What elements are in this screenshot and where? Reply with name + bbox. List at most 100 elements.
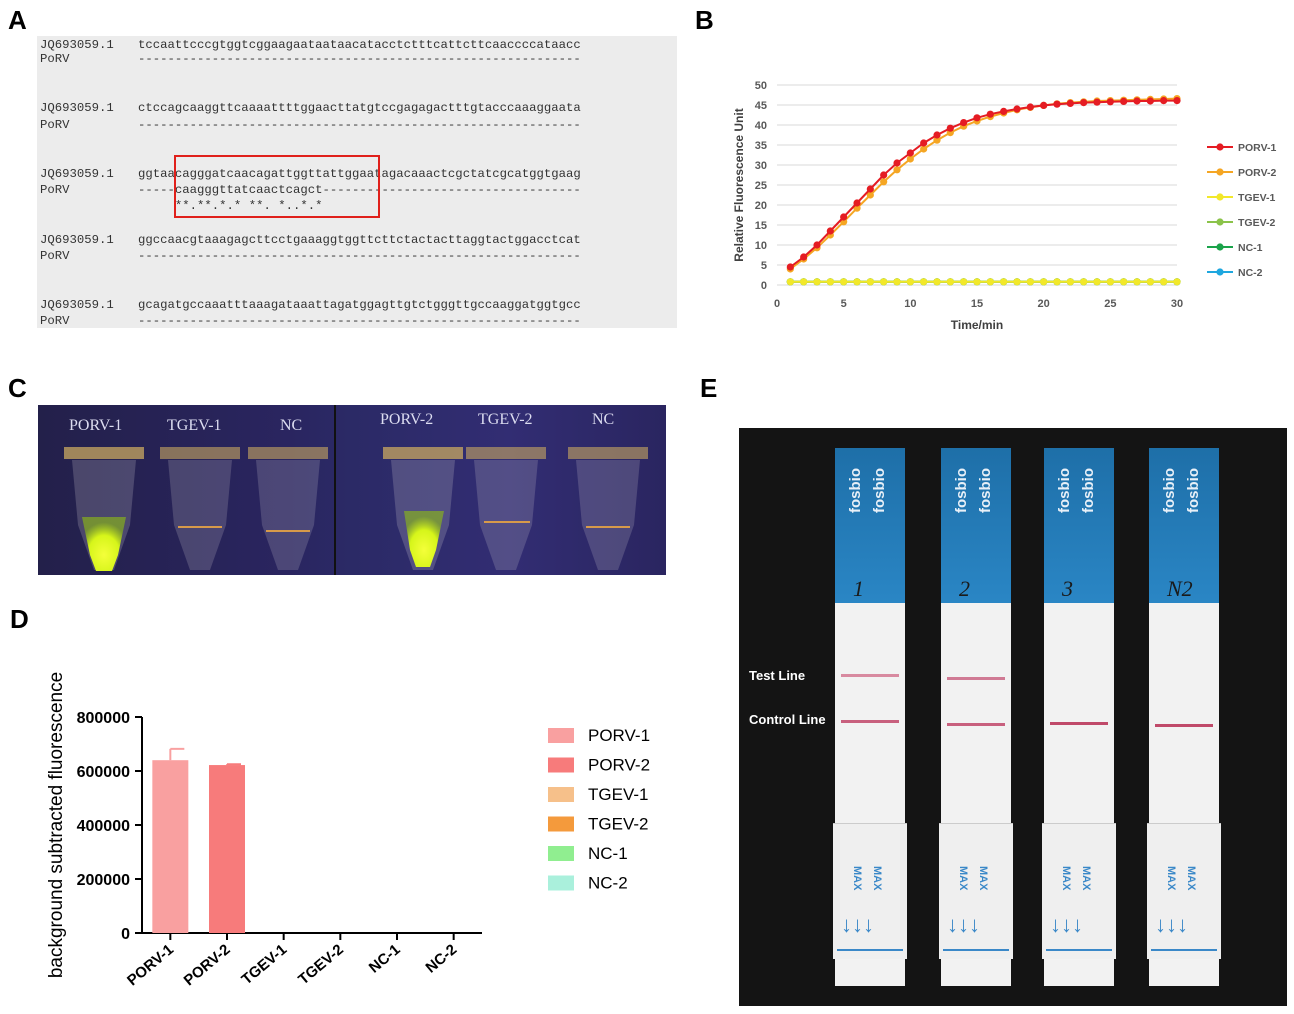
- legend-label: PORV-1: [588, 726, 650, 745]
- max-text: MAX: [1080, 866, 1092, 891]
- y-axis-label: background subtracted fluorescence: [46, 672, 67, 978]
- data-point: [1026, 103, 1034, 111]
- bar: [152, 760, 189, 933]
- data-point: [1173, 278, 1181, 286]
- max-line: [943, 949, 1009, 951]
- x-tick-label: 15: [971, 298, 983, 310]
- data-point: [800, 253, 808, 261]
- legend-marker: [1216, 268, 1224, 276]
- tube-nc-2: [568, 447, 648, 570]
- brand-text: fosbio: [871, 468, 888, 513]
- legend-swatch: [548, 787, 574, 802]
- data-point: [893, 166, 901, 174]
- legend-marker: [1216, 218, 1224, 226]
- data-point: [920, 278, 928, 286]
- data-point: [1040, 101, 1048, 109]
- data-point: [920, 145, 928, 153]
- panel-letter-a: A: [8, 5, 27, 35]
- legend-label: NC-2: [1238, 267, 1263, 279]
- max-line: [1151, 949, 1217, 951]
- alignment-row: PoRV ------------------------------------…: [40, 314, 581, 328]
- fluorescence-bar-chart: background subtracted fluorescence 0 2000…: [46, 672, 650, 989]
- data-point: [1133, 278, 1141, 286]
- data-point: [933, 131, 941, 139]
- data-point: [786, 263, 794, 271]
- legend-label: PORV-1: [1238, 142, 1276, 154]
- data-point: [1000, 107, 1008, 115]
- alignment-row: JQ693059.1 tccaattcccgtggtcggaagaataataac…: [40, 38, 581, 52]
- data-point: [1026, 278, 1034, 286]
- tube-porv-2: [383, 447, 463, 570]
- arrow-down-icon: ↓↓↓: [947, 912, 980, 937]
- control-line: [1155, 724, 1213, 727]
- data-point: [973, 114, 981, 122]
- data-point: [880, 278, 888, 286]
- brand-text: fosbio: [953, 468, 970, 513]
- data-point: [1106, 278, 1114, 286]
- brand-text: fosbio: [977, 468, 994, 513]
- test-strip-4: fosbio fosbio N2 MAX MAX ↓↓↓: [1147, 448, 1221, 986]
- data-point: [1053, 100, 1061, 108]
- y-tick-label: 400000: [77, 818, 130, 835]
- x-tick-label: 10: [904, 298, 916, 310]
- tube-tgev-2: [466, 447, 546, 570]
- data-point: [933, 136, 941, 144]
- data-point: [893, 278, 901, 286]
- data-point: [1160, 97, 1168, 105]
- panel-letter-e: E: [700, 373, 718, 403]
- alignment-row: PoRV ------------------------------------…: [40, 249, 581, 263]
- panel-letter-b: B: [695, 5, 714, 35]
- arrow-down-icon: ↓↓↓: [1155, 912, 1188, 937]
- data-point: [1146, 278, 1154, 286]
- data-point: [1013, 278, 1021, 286]
- data-point: [973, 278, 981, 286]
- sequence-alignment: JQ693059.1 tccaattcccgtggtcggaagaataataac…: [37, 36, 677, 328]
- tube-label: TGEV-2: [478, 411, 533, 428]
- data-point: [920, 139, 928, 147]
- tube-label: TGEV-1: [167, 417, 222, 434]
- arrow-down-icon: ↓↓↓: [1050, 912, 1083, 937]
- strip-number: 1: [853, 576, 864, 601]
- data-point: [906, 155, 914, 163]
- data-point: [960, 278, 968, 286]
- data-point: [1040, 278, 1048, 286]
- data-point: [813, 278, 821, 286]
- test-line: [947, 677, 1005, 680]
- data-point: [906, 149, 914, 157]
- legend-label: NC-1: [1238, 242, 1263, 254]
- y-tick-label: 25: [755, 180, 767, 192]
- x-axis-label: Time/min: [951, 318, 1003, 332]
- legend-marker: [1216, 193, 1224, 201]
- y-tick-label: 45: [755, 100, 767, 112]
- strip-number: 2: [959, 576, 970, 601]
- data-point: [853, 278, 861, 286]
- max-text: MAX: [871, 866, 883, 891]
- y-tick-label: 15: [755, 220, 767, 232]
- legend-marker: [1216, 168, 1224, 176]
- series-line: [789, 97, 1178, 270]
- sample-pad: MAX MAX ↓↓↓: [939, 823, 1013, 959]
- y-tick-label: 800000: [77, 710, 130, 727]
- data-point: [1173, 97, 1181, 105]
- max-text: MAX: [851, 866, 863, 891]
- strip-number: N2: [1167, 576, 1193, 601]
- data-point: [1106, 98, 1114, 106]
- x-tick-label: PORV-2: [181, 941, 234, 989]
- strip-label-area: [1149, 448, 1219, 603]
- tube-tgev-1: [160, 447, 240, 570]
- max-text: MAX: [1185, 866, 1197, 891]
- test-line-label: Test Line: [749, 668, 806, 683]
- test-strip-3: fosbio fosbio 3 MAX MAX ↓↓↓: [1042, 448, 1116, 986]
- data-point: [960, 119, 968, 127]
- series-line: [789, 99, 1177, 268]
- data-point: [986, 110, 994, 118]
- data-point: [813, 241, 821, 249]
- control-line: [841, 720, 899, 723]
- data-point: [1000, 278, 1008, 286]
- x-tick-label: NC-1: [366, 941, 404, 977]
- y-tick-label: 20: [755, 200, 767, 212]
- brand-text: fosbio: [1080, 468, 1097, 513]
- tube-porv-1: [64, 447, 144, 571]
- data-point: [866, 191, 874, 199]
- y-tick-label: 5: [761, 260, 767, 272]
